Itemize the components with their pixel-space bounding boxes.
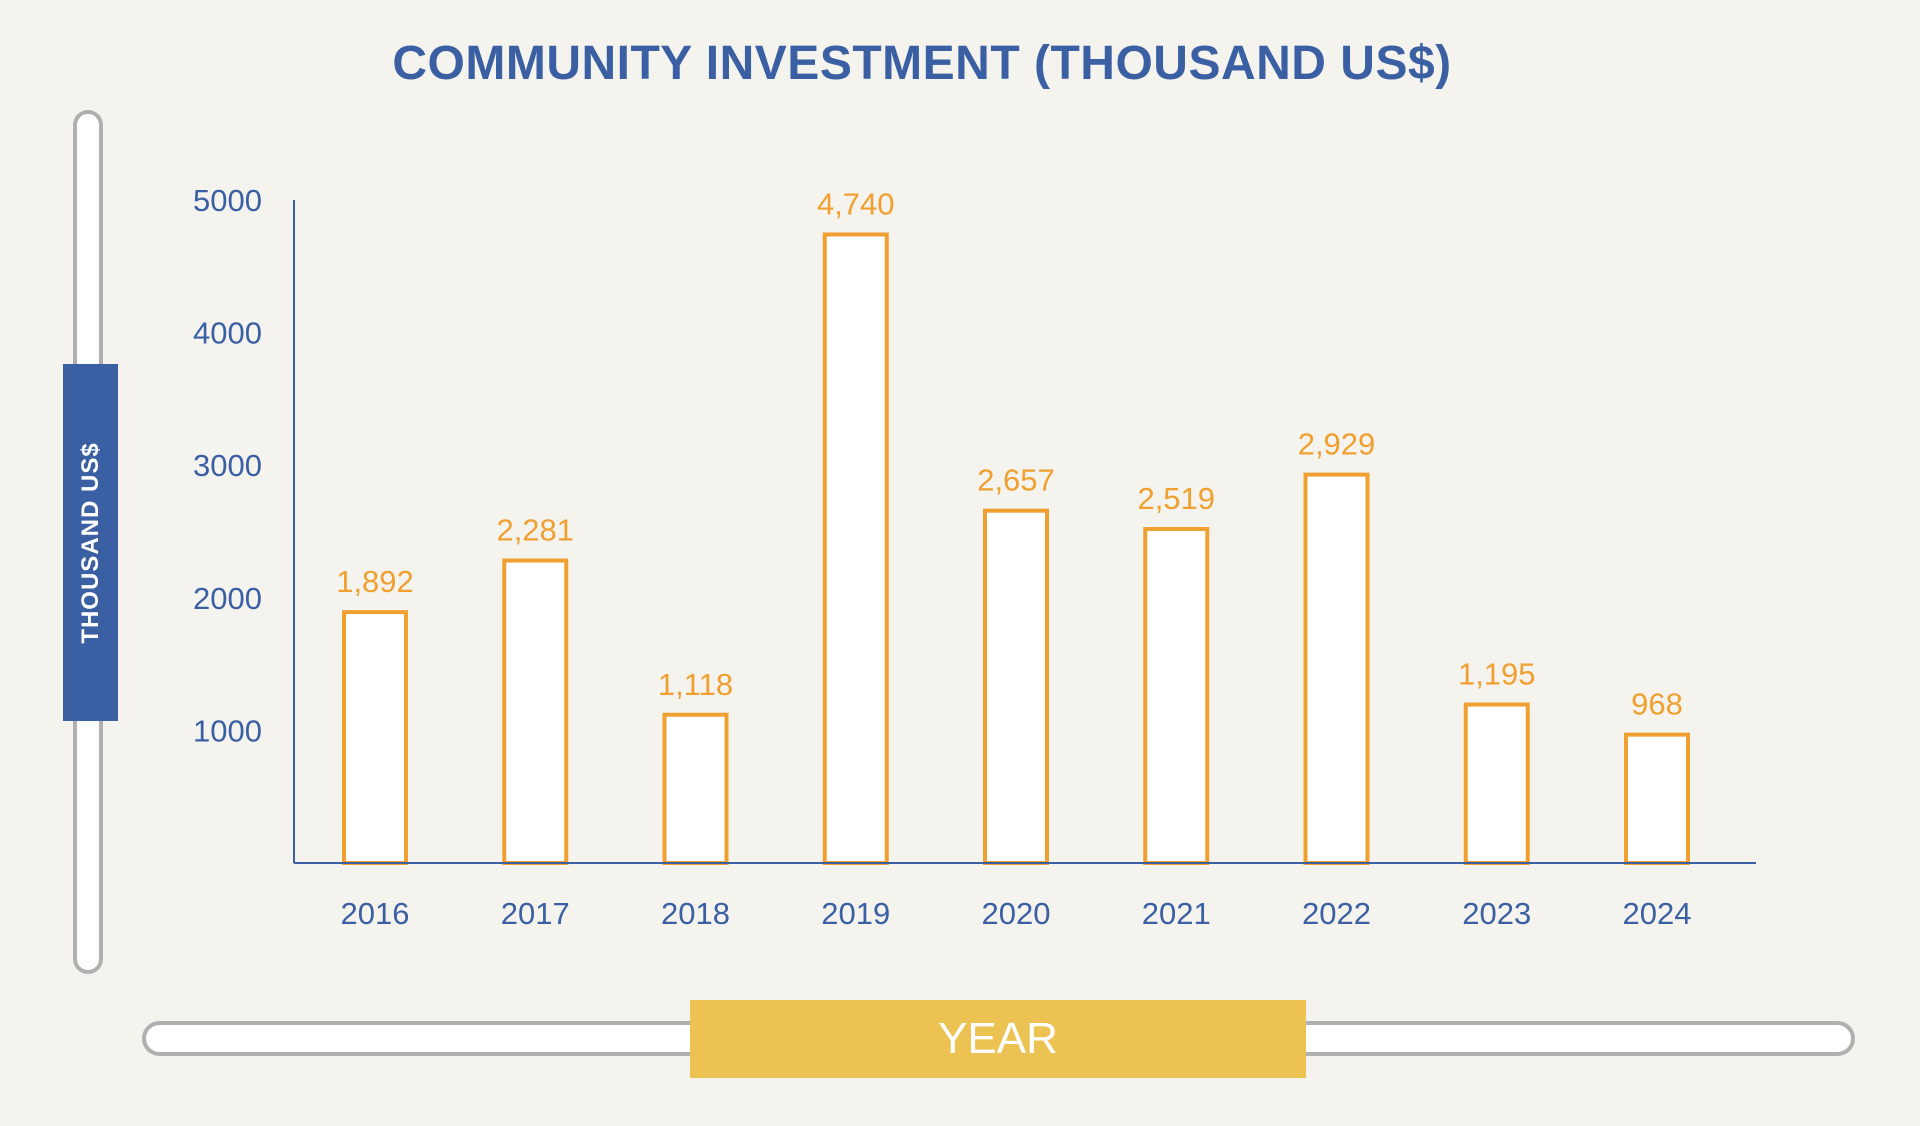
data-label-2021: 2,519 — [1137, 481, 1215, 516]
bar-2023 — [1463, 702, 1530, 866]
bars-group — [342, 232, 1690, 866]
x-tick-label-2020: 2020 — [982, 896, 1051, 931]
y-tick-label: 1000 — [193, 713, 262, 748]
data-label-2018: 1,118 — [658, 667, 733, 702]
x-tick-label-2016: 2016 — [341, 896, 410, 931]
y-tick-label: 5000 — [193, 183, 262, 218]
bar-2019 — [822, 232, 889, 865]
bar-2024 — [1624, 732, 1690, 865]
data-label-2017: 2,281 — [496, 513, 574, 548]
x-tick-label-2021: 2021 — [1142, 896, 1211, 931]
bar-2022 — [1303, 472, 1370, 865]
bar-2016 — [342, 610, 408, 865]
chart-title: COMMUNITY INVESTMENT (THOUSAND US$) — [392, 37, 1452, 90]
bar-2021 — [1143, 526, 1210, 865]
bar-2018 — [662, 712, 729, 865]
x-tick-label-2018: 2018 — [661, 896, 730, 931]
x-tick-label-2019: 2019 — [821, 896, 890, 931]
labels-group: 1000 2000 3000 4000 5000 1,892 2016 2,281 2017 1,… — [193, 183, 1691, 931]
x-axis-label: YEAR — [938, 1014, 1058, 1063]
x-axis-label-badge: YEAR — [690, 1000, 1306, 1078]
data-label-2023: 1,195 — [1458, 657, 1536, 692]
x-tick-label-2023: 2023 — [1462, 896, 1531, 931]
bar-2017 — [502, 558, 569, 866]
data-label-2020: 2,657 — [977, 463, 1055, 498]
data-label-2019: 4,740 — [817, 186, 895, 221]
y-tick-label: 4000 — [193, 316, 262, 351]
x-tick-label-2024: 2024 — [1623, 896, 1692, 931]
y-tick-label: 3000 — [193, 448, 262, 483]
data-label-2016: 1,892 — [336, 564, 414, 599]
x-tick-label-2022: 2022 — [1302, 896, 1371, 931]
data-label-2022: 2,929 — [1298, 427, 1376, 462]
bar-2020 — [983, 508, 1049, 865]
y-tick-label: 2000 — [193, 581, 262, 616]
x-tick-label-2017: 2017 — [501, 896, 570, 931]
data-label-2024: 968 — [1631, 687, 1683, 722]
y-axis-label-badge: THOUSAND US$ — [63, 364, 118, 721]
